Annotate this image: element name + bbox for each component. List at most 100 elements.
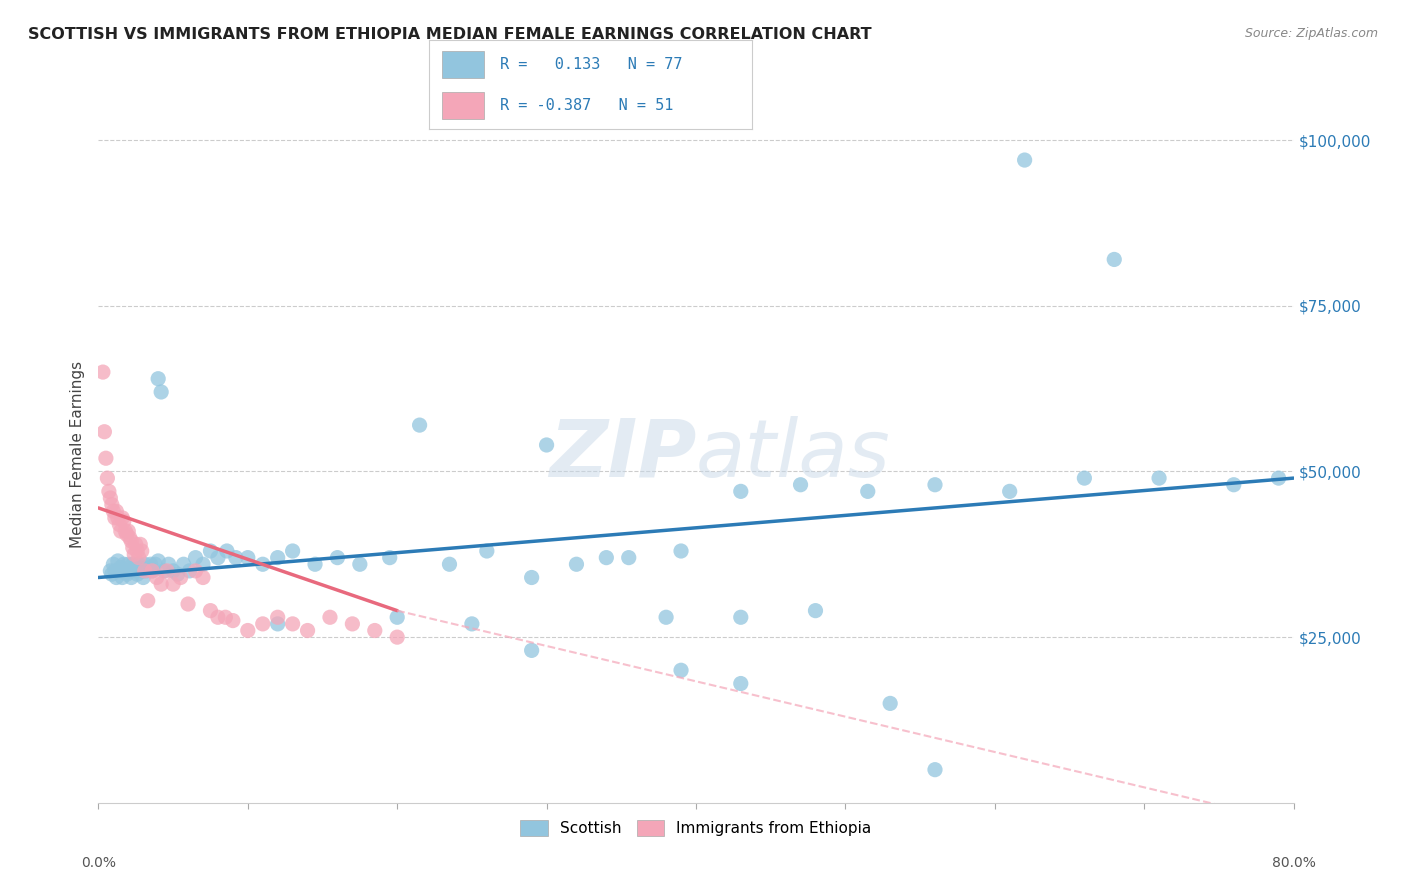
Point [111,511,134,525]
Text: SCOTTISH VS IMMIGRANTS FROM ETHIOPIA MEDIAN FEMALE EARNINGS CORRELATION CHART: SCOTTISH VS IMMIGRANTS FROM ETHIOPIA MED… [28,27,872,42]
Point [98,564,122,578]
Point [475,544,498,558]
Point [94,451,117,466]
Text: ZIP: ZIP [548,416,696,494]
Point [129,537,152,551]
Point [120,534,142,549]
Point [536,438,558,452]
Point [118,531,141,545]
Point [162,564,184,578]
Point [177,597,200,611]
Point [267,616,290,631]
Point [145,570,167,584]
Point [118,564,141,578]
Text: R = -0.387   N = 51: R = -0.387 N = 51 [501,98,673,112]
Point [132,564,155,578]
Point [222,614,245,628]
Point [134,564,156,578]
Point [304,558,326,572]
Point [91,365,114,379]
Point [1014,153,1036,167]
Point [349,558,371,572]
Point [191,570,214,584]
Point [150,577,173,591]
Point [879,697,901,711]
Point [131,564,153,578]
Point [200,544,222,558]
Point [121,558,143,572]
Point [252,558,274,572]
Point [364,624,387,638]
Point [114,524,136,538]
Point [105,570,128,584]
Point [105,504,128,518]
Point [617,550,640,565]
Point [141,564,163,578]
Point [520,570,543,584]
Point [319,610,342,624]
Point [998,484,1021,499]
Point [125,564,148,578]
Text: 80.0%: 80.0% [1271,855,1316,870]
Point [134,558,156,572]
Point [326,550,349,565]
Point [117,524,139,538]
Point [1073,471,1095,485]
Point [135,564,157,578]
Point [281,616,304,631]
Point [103,558,125,572]
Point [267,550,290,565]
Text: 0.0%: 0.0% [82,855,115,870]
Bar [441,51,484,78]
Point [385,610,409,624]
Point [108,564,131,578]
Point [184,550,207,565]
Point [157,558,180,572]
Point [730,484,752,499]
Point [110,560,132,574]
Point [520,643,543,657]
Point [125,537,148,551]
Point [136,593,159,607]
Point [804,604,827,618]
Bar [441,92,484,119]
Point [236,550,259,565]
Point [115,567,138,582]
Point [96,471,118,485]
Point [107,554,129,568]
Point [107,511,129,525]
Point [129,560,152,574]
Point [117,558,139,572]
Point [207,550,229,565]
Point [214,610,236,624]
Point [97,484,120,499]
Point [173,558,195,572]
Point [408,418,430,433]
Point [112,558,135,572]
Point [98,491,122,505]
Point [169,570,191,584]
Point [669,663,692,677]
Point [191,558,214,572]
Point [856,484,879,499]
Legend: Scottish, Immigrants from Ethiopia: Scottish, Immigrants from Ethiopia [513,813,879,844]
Point [153,564,176,578]
Point [127,567,149,582]
Text: atlas: atlas [696,416,891,494]
Point [1104,252,1126,267]
Point [127,544,149,558]
Point [132,570,155,584]
Point [225,550,247,565]
Point [789,477,811,491]
Point [114,564,136,578]
Point [156,564,179,578]
Point [162,577,184,591]
Point [104,564,127,578]
Point [461,616,484,631]
Point [200,604,222,618]
Point [148,372,170,386]
Point [655,610,678,624]
Point [101,498,124,512]
Point [730,610,752,624]
Text: Source: ZipAtlas.com: Source: ZipAtlas.com [1244,27,1378,40]
